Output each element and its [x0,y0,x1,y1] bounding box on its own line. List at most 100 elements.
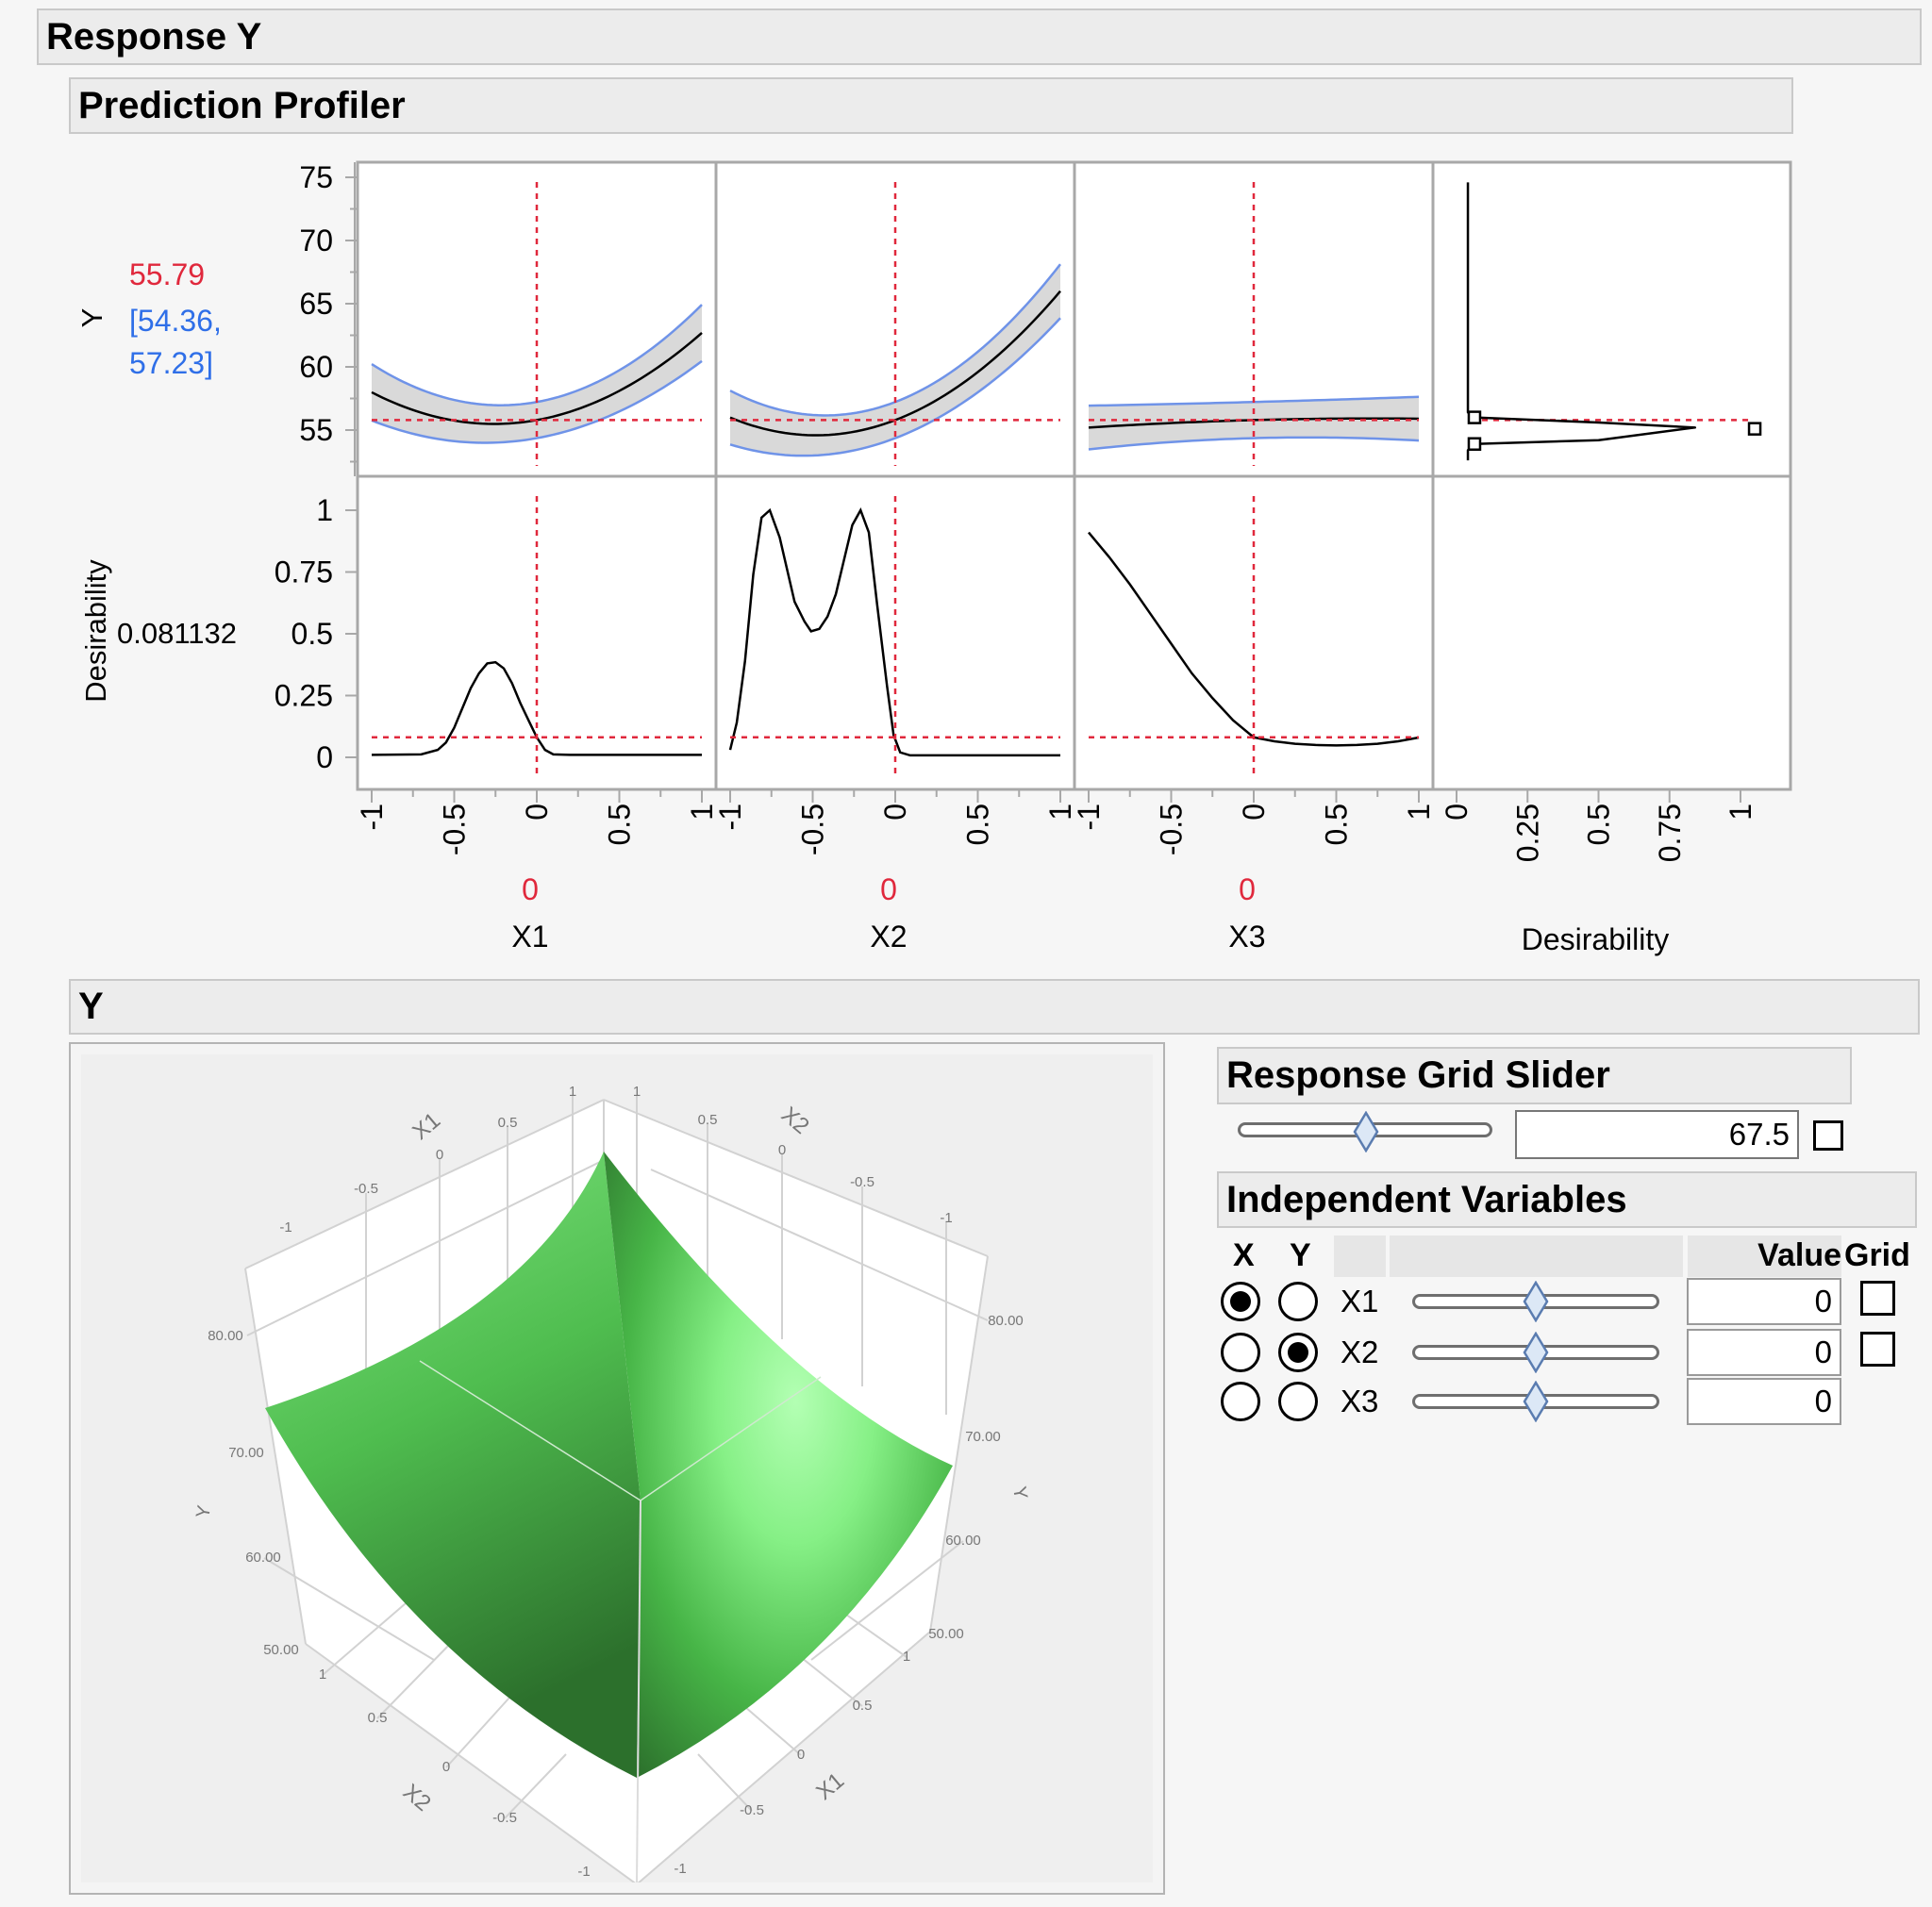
factor-label-x1: X1 [511,920,548,954]
factor-current-x1[interactable]: 0 [522,872,539,906]
x-tick-label: 0.5 [961,804,995,845]
surface-plot[interactable]: 1 1 1 1 0.5 0.5 0.5 0.5 0 0 0 0 -0.5 -0.5 -0.5 -0.5 -1 -1… [81,1054,1153,1882]
variable-slider-thumb-x2[interactable] [1523,1332,1549,1373]
surface-y-tick-label: 80.00 [988,1313,1024,1329]
surface-x2-tick-label: -1 [577,1864,590,1880]
surface-x1-axis-label: X1 [408,1107,445,1145]
variable-value-input-x1[interactable]: 0 [1687,1278,1841,1325]
surface-y-tick-label: 80.00 [208,1328,243,1344]
independent-variables-header[interactable]: Independent Variables [1217,1171,1917,1228]
surface-grid-line [246,1159,605,1336]
surface-y-tick-label: 50.00 [928,1626,964,1642]
surface-x1-axis-label: X1 [811,1767,849,1805]
surface-y-tick-label: 70.00 [228,1445,264,1461]
surface-grid-line [637,1631,931,1882]
profiler-panel-y-4 [1431,160,1792,478]
surface-x2-tick-label: -0.5 [492,1810,517,1826]
surface-y-tick-label: 60.00 [245,1550,281,1566]
surface-right-face [604,1152,953,1778]
response-grid-value-input[interactable]: 67.5 [1515,1110,1799,1159]
column-x-header: X [1233,1237,1255,1273]
desirability-line-x1 [371,660,702,756]
variable-label-x2: X2 [1341,1335,1379,1369]
factor-current-x3[interactable]: 0 [1239,872,1256,906]
surface-grid-line [322,1602,407,1676]
surface-grid-line [376,1640,454,1719]
desirability-tick-label: 0 [316,740,333,774]
ci-lower-line-x2 [729,317,1061,457]
surface-x2-tick-label: -1 [940,1210,952,1226]
desirability-x-tick-label: 0.5 [1582,804,1616,845]
desirability-label: Desirability [79,559,112,703]
x-tick-label: -1 [713,804,747,830]
column-y-header: Y [1290,1237,1311,1273]
desirability-x-tick-label: 1 [1724,804,1757,821]
y-tick-label: 65 [299,287,333,321]
profiler-title: Prediction Profiler [78,84,406,126]
ci-lower-line-x1 [371,359,703,444]
x-tick-label: 0.5 [603,804,637,845]
y-axis-radio-x2[interactable] [1278,1333,1318,1372]
surface-front-edge [636,1500,641,1882]
ci-lower-line-x3 [1088,436,1420,451]
desirability-axis-label: Desirability [1522,922,1669,956]
x-axis-radio-x3[interactable] [1221,1382,1260,1421]
x-axis-radio-x1[interactable] [1221,1282,1260,1321]
y-tick-label: 75 [299,160,333,194]
x-tick-label: 0 [878,804,912,821]
variable-value-input-x3[interactable]: 0 [1687,1378,1841,1425]
surface-x1-tick-label: -0.5 [740,1802,764,1818]
x-tick-label: 0 [520,804,554,821]
y-tick-label: 55 [299,413,333,447]
surface-x2-axis-label: X2 [398,1779,436,1816]
profiler-panel-desirability-4 [1431,474,1792,791]
variable-grid-checkbox-x2[interactable] [1860,1332,1895,1367]
factor-label-x3: X3 [1228,920,1265,954]
surface-title: Y [78,986,104,1027]
variable-grid-checkbox-x1[interactable] [1860,1281,1895,1316]
variable-label-x3: X3 [1341,1384,1379,1418]
x-axis-radio-x2[interactable] [1221,1333,1260,1372]
desirability-handle [1467,437,1482,451]
desirability-handle [1747,422,1762,436]
desirability-tick-label: 1 [316,493,333,527]
x-tick-label: 1 [1043,804,1077,821]
response-ci-high: 57.23] [129,346,213,380]
variable-value-input-x2[interactable]: 0 [1687,1329,1841,1376]
surface-x1-tick-label: 0.5 [853,1698,873,1714]
surface-x2-tick-label: 1 [319,1667,326,1683]
desirability-tick-label: 0.75 [275,556,333,589]
column-header-blank-2 [1390,1235,1683,1277]
surface-x1-tick-label: 1 [903,1649,910,1665]
surface-y-tick-label: 60.00 [945,1533,981,1549]
column-value-header-cell [1688,1235,1841,1277]
column-grid-header: Grid [1844,1237,1910,1273]
desirability-value: 0.081132 [117,617,237,650]
response-value: 55.79 [129,257,205,291]
surface-x1-tick-label: 0 [797,1747,805,1763]
x-tick-label: -0.5 [1155,804,1189,855]
surface-y-tick-label: 70.00 [965,1429,1001,1445]
response-label: Y [75,308,108,328]
desirability-tick-label: 0.25 [275,679,333,713]
response-grid-slider-thumb[interactable] [1353,1111,1379,1152]
response-y-header[interactable]: Response Y [37,8,1922,65]
surface-x2-tick-label: 0 [442,1759,450,1775]
y-axis-radio-x1[interactable] [1278,1282,1318,1321]
surface-x1-tick-label: -0.5 [354,1181,378,1197]
surface-y-axis-label: Y [192,1503,215,1519]
surface-x1-tick-label: 0.5 [498,1115,518,1131]
prediction-profiler-header[interactable]: Prediction Profiler [69,77,1793,134]
response-grid-slider-header[interactable]: Response Grid Slider [1217,1047,1852,1104]
x-tick-label: 1 [685,804,719,821]
variable-slider-thumb-x1[interactable] [1523,1281,1549,1322]
surface-grid-line [244,1099,605,1269]
y-axis-radio-x3[interactable] [1278,1382,1318,1421]
response-grid-checkbox[interactable] [1813,1120,1843,1151]
grid-slider-title: Response Grid Slider [1226,1054,1610,1096]
y-tick-label: 70 [299,224,333,257]
surface-plot-header[interactable]: Y [69,979,1920,1035]
factor-current-x2[interactable]: 0 [880,872,897,906]
surface-back-edge-right [640,1376,822,1501]
variable-slider-thumb-x3[interactable] [1523,1381,1549,1422]
